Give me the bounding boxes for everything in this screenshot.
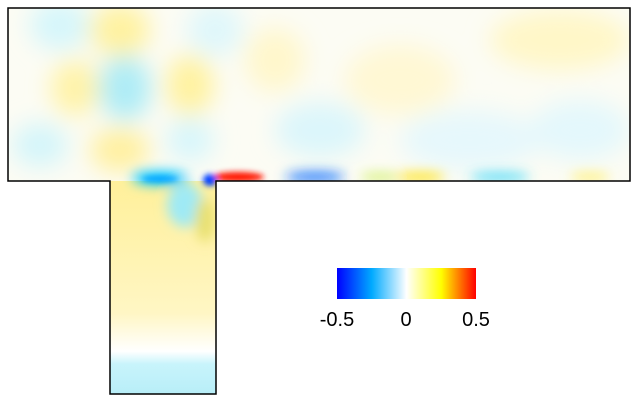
colorbar-tick-label-mid: 0 <box>400 309 411 331</box>
velocity-contour-field <box>8 8 630 394</box>
domain-outline <box>7 7 631 395</box>
colorbar-gradient <box>337 268 476 299</box>
colorbar-tick-label-min: -0.5 <box>320 309 354 331</box>
colorbar: -0.5 0 0.5 <box>320 268 490 331</box>
colorbar-tick-label-max: 0.5 <box>462 309 490 331</box>
